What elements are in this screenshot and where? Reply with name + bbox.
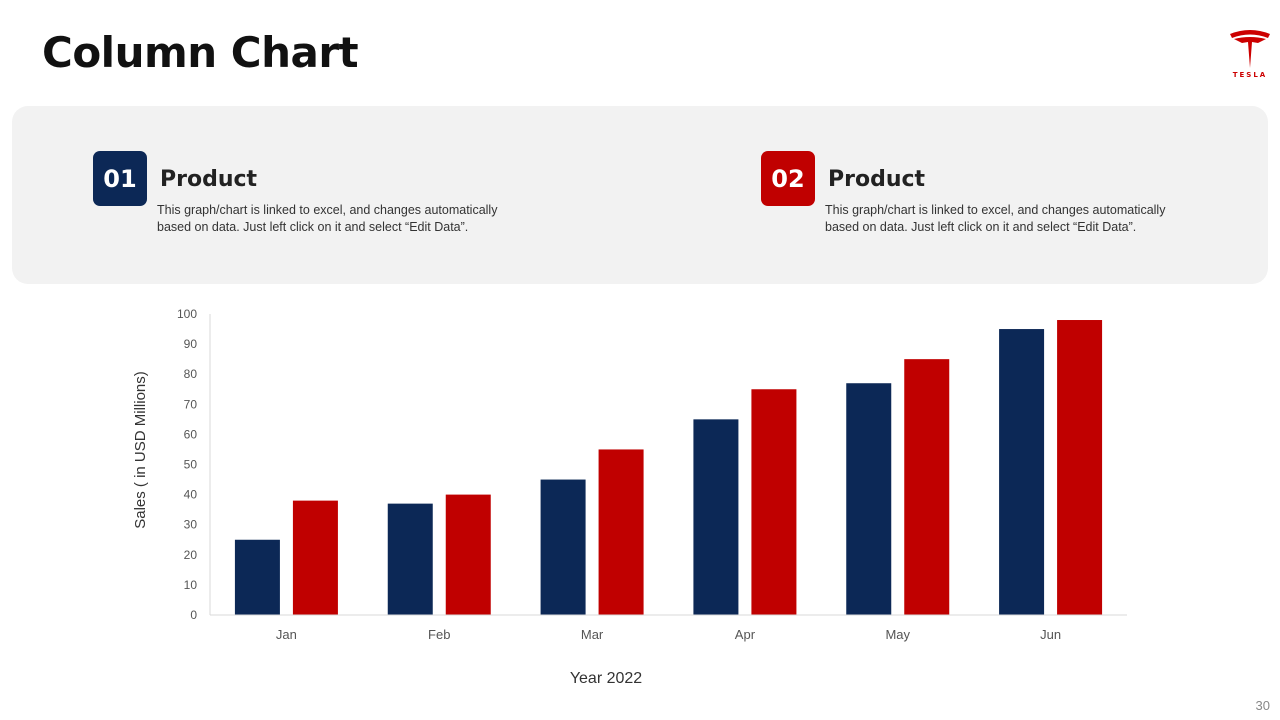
info-panel [12, 106, 1268, 284]
x-axis-label: Year 2022 [570, 670, 642, 687]
x-tick-label: Jan [276, 627, 297, 642]
page-number: 30 [1255, 698, 1270, 713]
bar-apr-series-2 [751, 389, 797, 615]
y-tick-label: 100 [177, 307, 197, 321]
bar-jan-series-1 [234, 539, 280, 615]
y-tick-label: 80 [184, 367, 198, 381]
bar-jan-series-2 [292, 500, 338, 615]
y-tick-label: 10 [184, 578, 198, 592]
y-tick-label: 20 [184, 548, 198, 562]
x-tick-label: Jun [1040, 627, 1061, 642]
y-tick-label: 40 [184, 488, 198, 502]
bar-feb-series-2 [445, 494, 491, 615]
y-tick-label: 70 [184, 397, 198, 411]
x-tick-label: Feb [428, 627, 450, 642]
product-01-description: This graph/chart is linked to excel, and… [157, 203, 498, 234]
x-tick-label: Apr [735, 627, 756, 642]
bar-mar-series-1 [540, 479, 586, 615]
tesla-logo-icon [1230, 30, 1270, 68]
product-02-badge: 02 [761, 151, 815, 206]
y-tick-label: 30 [184, 518, 198, 532]
slide-title: Column Chart [42, 28, 359, 77]
product-01-title: Product [160, 167, 258, 192]
bar-may-series-1 [846, 383, 892, 615]
bar-mar-series-2 [598, 449, 644, 615]
bar-jun-series-1 [999, 329, 1045, 615]
product-02-description: This graph/chart is linked to excel, and… [825, 203, 1166, 234]
bar-apr-series-1 [693, 419, 739, 615]
logo-wordmark: TESLA [1232, 71, 1268, 79]
product-02-title: Product [828, 167, 926, 192]
product-01-badge: 01 [93, 151, 147, 206]
x-tick-label: May [885, 627, 910, 642]
y-tick-label: 60 [184, 427, 198, 441]
y-tick-label: 90 [184, 337, 198, 351]
y-tick-label: 50 [184, 458, 198, 472]
x-tick-label: Mar [581, 627, 604, 642]
bar-feb-series-1 [387, 503, 433, 615]
bar-jun-series-2 [1057, 320, 1103, 615]
y-axis-label: Sales ( in USD Millions) [132, 371, 149, 529]
bar-may-series-2 [904, 359, 950, 615]
y-tick-label: 0 [190, 608, 197, 622]
